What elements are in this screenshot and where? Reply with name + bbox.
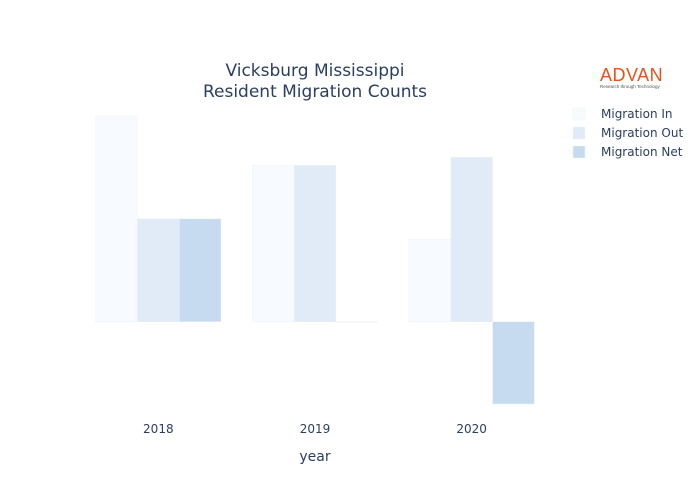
chart-title-line-1: Vicksburg Mississippi (225, 61, 404, 81)
legend-swatch[interactable] (572, 126, 586, 140)
x-axis-title: year (299, 449, 330, 465)
legend-swatch[interactable] (572, 107, 586, 121)
bar-migration-out-2018[interactable] (137, 218, 180, 322)
bar-migration-net-2018[interactable] (178, 218, 222, 322)
legend-label[interactable]: Migration Out (601, 126, 683, 140)
legend-swatch[interactable] (572, 145, 586, 159)
chart-title-line-2: Resident Migration Counts (203, 82, 427, 102)
bar-migration-in-2020[interactable] (408, 239, 452, 322)
bar-migration-net-2019[interactable] (335, 321, 378, 323)
advan-logo: ADVAN Research through Technology (600, 66, 672, 90)
chart-title: Vicksburg Mississippi Resident Migration… (203, 61, 427, 102)
bar-migration-out-2020[interactable] (450, 156, 493, 322)
logo-wordmark: ADVAN (600, 65, 664, 85)
x-tick-label: 2019 (300, 422, 331, 436)
x-tick-label: 2018 (143, 422, 174, 436)
legend-label[interactable]: Migration In (601, 107, 673, 121)
bar-migration-net-2020[interactable] (492, 321, 535, 405)
legend: Migration In Migration Out Migration Net (572, 107, 683, 159)
bar-migration-out-2019[interactable] (293, 165, 337, 322)
bars-group (95, 115, 535, 405)
logo-tagline: Research through Technology (600, 84, 660, 89)
bar-migration-in-2019[interactable] (252, 165, 295, 322)
x-tick-labels: 2018 2019 2020 (143, 422, 487, 436)
bar-migration-in-2018[interactable] (95, 115, 138, 322)
legend-label[interactable]: Migration Net (601, 145, 683, 159)
x-tick-label: 2020 (456, 422, 487, 436)
